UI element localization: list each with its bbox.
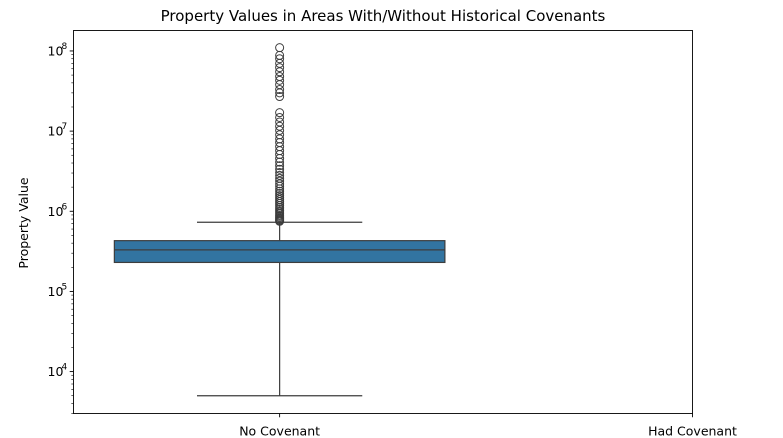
box-iqr: [113, 240, 446, 264]
outlier-point: [275, 43, 285, 53]
y-tick-exponent: 7: [62, 122, 68, 132]
outlier-point: [275, 108, 285, 118]
outlier-point: [275, 167, 285, 177]
y-tick-exponent: 8: [62, 42, 68, 52]
plot-area: [73, 30, 693, 414]
outlier-point: [275, 191, 285, 201]
y-tick-label: 10: [48, 284, 64, 299]
outlier-point: [275, 54, 285, 64]
y-tick-label: 10: [48, 364, 64, 379]
outlier-point: [275, 117, 285, 127]
y-tick-label: 10: [48, 124, 64, 139]
y-minor-ticks: [71, 54, 74, 414]
outlier-point: [275, 121, 285, 131]
y-tick-exponent: 5: [62, 282, 68, 292]
outlier-point: [275, 92, 285, 102]
outlier-point: [275, 130, 285, 140]
x-tick-label: Had Covenant: [648, 424, 737, 438]
x-tick-label: No Covenant: [239, 424, 320, 438]
box-group: [113, 43, 446, 397]
outlier-point: [275, 85, 285, 95]
y-tick-label: 10: [48, 43, 64, 58]
outlier-point: [275, 173, 285, 183]
y-tick-exponent: 6: [62, 202, 68, 212]
outlier-point: [275, 63, 285, 73]
y-axis-label: Property Value: [16, 177, 31, 269]
outlier-point: [275, 112, 285, 122]
y-tick-exponent: 4: [62, 363, 68, 373]
outlier-point: [275, 188, 285, 198]
chart-title: Property Values in Areas With/Without Hi…: [161, 7, 606, 25]
outlier-point: [275, 72, 285, 82]
outlier-point: [275, 161, 285, 171]
outlier-point: [275, 186, 285, 196]
x-axis-ticks: No Covenant Had Covenant: [239, 413, 737, 438]
outlier-point: [275, 170, 285, 180]
outlier-point: [275, 176, 285, 186]
outlier-point: [275, 75, 285, 85]
boxplot-series: [113, 43, 446, 397]
outlier-point: [275, 164, 285, 174]
y-tick-label: 10: [48, 204, 64, 219]
